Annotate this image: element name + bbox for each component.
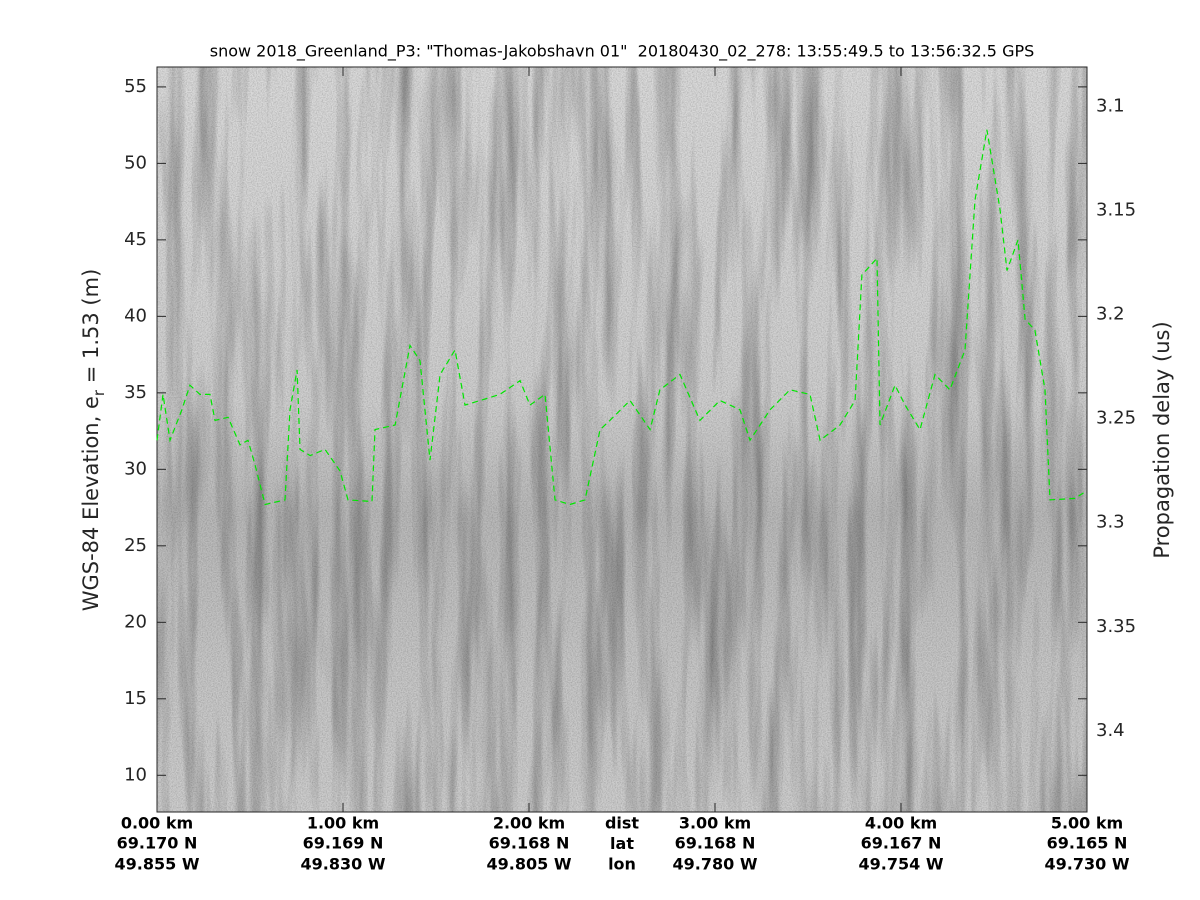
x-tick-label: 0.00 km: [121, 814, 193, 833]
elevation-trace: [156, 129, 1088, 506]
y-label-subscript: r: [90, 389, 108, 396]
y-tick-label: 15: [124, 688, 147, 709]
y-tick-label: 45: [124, 229, 147, 250]
x-tick-label: 5.00 km: [1051, 814, 1123, 833]
row-label: lat: [610, 834, 634, 853]
lat-label: 69.170 N: [117, 834, 198, 853]
y-tick-label: 50: [124, 152, 147, 173]
x-tick-label: 3.00 km: [679, 814, 751, 833]
lat-label: 69.169 N: [303, 834, 384, 853]
x-tick-label: 2.00 km: [493, 814, 565, 833]
lat-label: 69.165 N: [1047, 834, 1128, 853]
y-tick-label: 40: [124, 305, 147, 326]
y-axis-label: WGS-84 Elevation, er = 1.53 (m): [79, 269, 108, 612]
y-tick-label: 35: [124, 382, 147, 403]
y-label-text: WGS-84 Elevation, e: [79, 396, 103, 611]
chart-title: snow 2018_Greenland_P3: "Thomas-Jakobsha…: [210, 42, 1035, 62]
lat-label: 69.168 N: [675, 834, 756, 853]
row-label: lon: [608, 855, 636, 874]
y2-tick-label: 3.2: [1096, 304, 1125, 325]
y-tick-label: 25: [124, 535, 147, 556]
lon-label: 49.754 W: [859, 855, 944, 874]
x-tick-label: 4.00 km: [865, 814, 937, 833]
y2-axis-label: Propagation delay (us): [1150, 321, 1174, 558]
y-tick-label: 10: [124, 764, 147, 785]
lon-label: 49.805 W: [487, 855, 572, 874]
y2-tick-label: 3.3: [1096, 512, 1125, 533]
y2-tick-label: 3.4: [1096, 720, 1125, 741]
y-tick-label: 55: [124, 76, 147, 97]
x-tick-label: 1.00 km: [307, 814, 379, 833]
lon-label: 49.855 W: [115, 855, 200, 874]
y2-tick-label: 3.15: [1096, 200, 1136, 221]
y-label-suffix: = 1.53 (m): [79, 269, 103, 390]
y2-tick-label: 3.1: [1096, 96, 1125, 117]
y-tick-label: 20: [124, 611, 147, 632]
row-label: dist: [605, 814, 639, 833]
y2-tick-label: 3.35: [1096, 616, 1136, 637]
y2-tick-label: 3.25: [1096, 408, 1136, 429]
echogram-image: [157, 67, 1087, 812]
lon-label: 49.830 W: [301, 855, 386, 874]
lat-label: 69.167 N: [861, 834, 942, 853]
lon-label: 49.730 W: [1045, 855, 1130, 874]
y-tick-label: 30: [124, 458, 147, 479]
lat-label: 69.168 N: [489, 834, 570, 853]
lon-label: 49.780 W: [673, 855, 758, 874]
